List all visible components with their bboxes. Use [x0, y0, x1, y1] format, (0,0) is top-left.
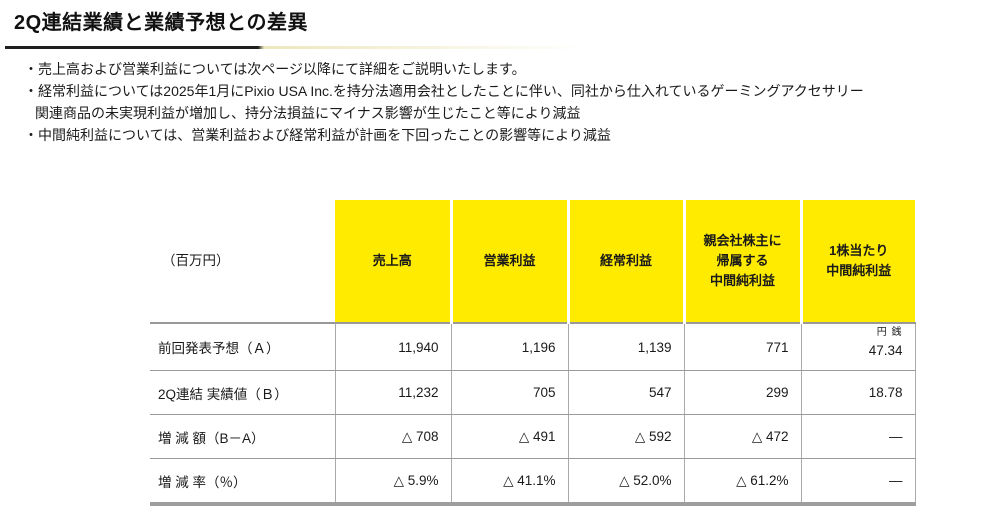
cell-value: 705 — [450, 370, 568, 415]
table-row-change-rate: 増 減 率（％） △ 5.9% △ 41.1% △ 52.0% △ 61.2% … — [150, 458, 916, 506]
col-header-net-sales: 売上高 — [335, 200, 451, 324]
table-row-forecast: 前回発表予想（Ａ） 11,940 1,196 1,139 771 円 銭 47.… — [150, 323, 916, 371]
cell-value-with-unit: 円 銭 47.34 — [800, 323, 916, 371]
cell-value: △ 708 — [334, 414, 451, 459]
results-vs-forecast-table: （百万円） 売上高 営業利益 経常利益 親会社株主に 帰属する 中間純利益 1株… — [150, 200, 916, 506]
col-header-eps: 1株当たり 中間純利益 — [799, 200, 915, 324]
title-underline-rule — [5, 46, 590, 49]
row-label: 増 減 額（B－A） — [150, 414, 335, 459]
note-line: ・経常利益については2025年1月にPixio USA Inc.を持分法適用会社… — [24, 83, 864, 99]
table-header-row: （百万円） 売上高 営業利益 経常利益 親会社株主に 帰属する 中間純利益 1株… — [150, 200, 915, 324]
col-header-operating-income: 営業利益 — [449, 200, 568, 324]
cell-value: ― — [800, 414, 916, 459]
cell-value: △ 41.1% — [450, 458, 568, 506]
cell-value: △ 5.9% — [334, 458, 451, 506]
cell-value: 547 — [567, 370, 684, 415]
note-line-continuation: 関連商品の未実現利益が増加し、持分法損益にマイナス影響が生じたこと等により減益 — [35, 105, 581, 121]
row-label: 前回発表予想（Ａ） — [150, 323, 335, 371]
note-line: ・中間純利益については、営業利益および経常利益が計画を下回ったことの影響等により… — [24, 127, 611, 143]
table-row-actual: 2Q連結 実績値（Ｂ） 11,232 705 547 299 18.78 — [150, 370, 916, 415]
cell-value: 18.78 — [800, 370, 916, 415]
col-header-ordinary-income: 経常利益 — [566, 200, 684, 324]
currency-unit-note: 円 銭 — [876, 327, 903, 338]
cell-value: △ 472 — [683, 414, 801, 459]
cell-value: 1,139 — [567, 323, 684, 371]
cell-value: △ 592 — [567, 414, 684, 459]
cell-value: △ 61.2% — [683, 458, 801, 506]
row-label: 2Q連結 実績値（Ｂ） — [150, 370, 335, 415]
table-unit-label: （百万円） — [150, 200, 335, 324]
row-label: 増 減 率（％） — [150, 458, 335, 506]
cell-value: 11,232 — [334, 370, 451, 415]
cell-value: △ 491 — [450, 414, 568, 459]
cell-value: 11,940 — [334, 323, 451, 371]
cell-value: 1,196 — [450, 323, 568, 371]
cell-value: ― — [800, 458, 916, 506]
page-title: 2Q連結業績と業績予想との差異 — [14, 12, 308, 34]
table-row-change-amount: 増 減 額（B－A） △ 708 △ 491 △ 592 △ 472 ― — [150, 414, 916, 459]
note-line: ・売上高および営業利益については次ページ以降にて詳細をご説明いたします。 — [24, 61, 526, 77]
cell-value: 47.34 — [868, 343, 903, 358]
cell-value: △ 52.0% — [567, 458, 684, 506]
cell-value: 771 — [683, 323, 801, 371]
cell-value: 299 — [683, 370, 801, 415]
notes-block: ・売上高および営業利益については次ページ以降にて詳細をご説明いたします。 ・経常… — [24, 58, 994, 146]
col-header-net-income-attributable: 親会社株主に 帰属する 中間純利益 — [682, 200, 801, 324]
